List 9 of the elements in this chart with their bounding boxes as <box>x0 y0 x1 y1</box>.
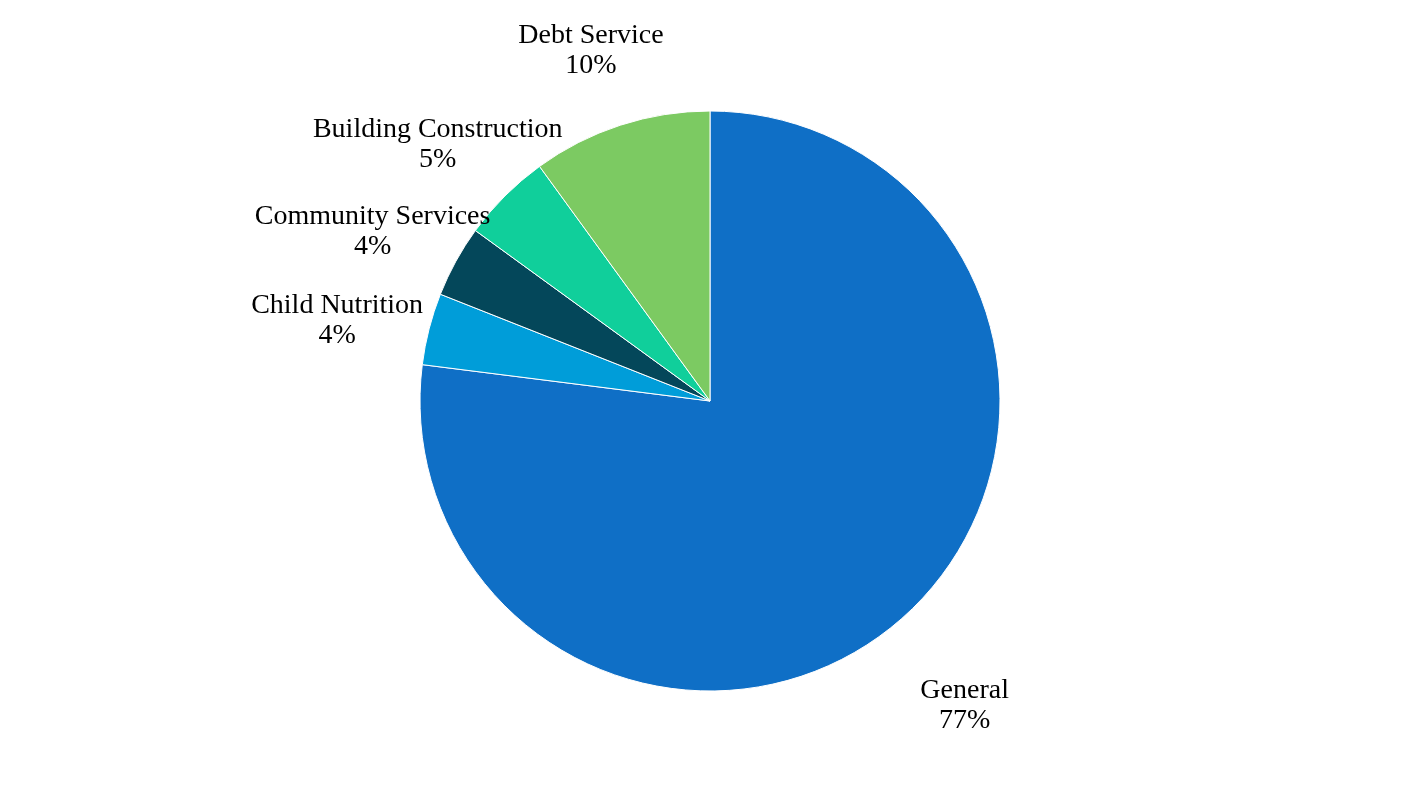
data-label: 77% <box>938 702 991 734</box>
slice-label: Building Construction <box>312 111 563 143</box>
slice-label: General <box>920 672 1010 704</box>
slice-label: Child Nutrition <box>251 288 424 320</box>
slice-label: Community Services <box>254 198 491 230</box>
data-label: 4% <box>318 318 356 350</box>
slice-label: Debt Service <box>518 17 664 49</box>
data-label: 10% <box>565 47 617 79</box>
data-label: 5% <box>419 141 457 173</box>
